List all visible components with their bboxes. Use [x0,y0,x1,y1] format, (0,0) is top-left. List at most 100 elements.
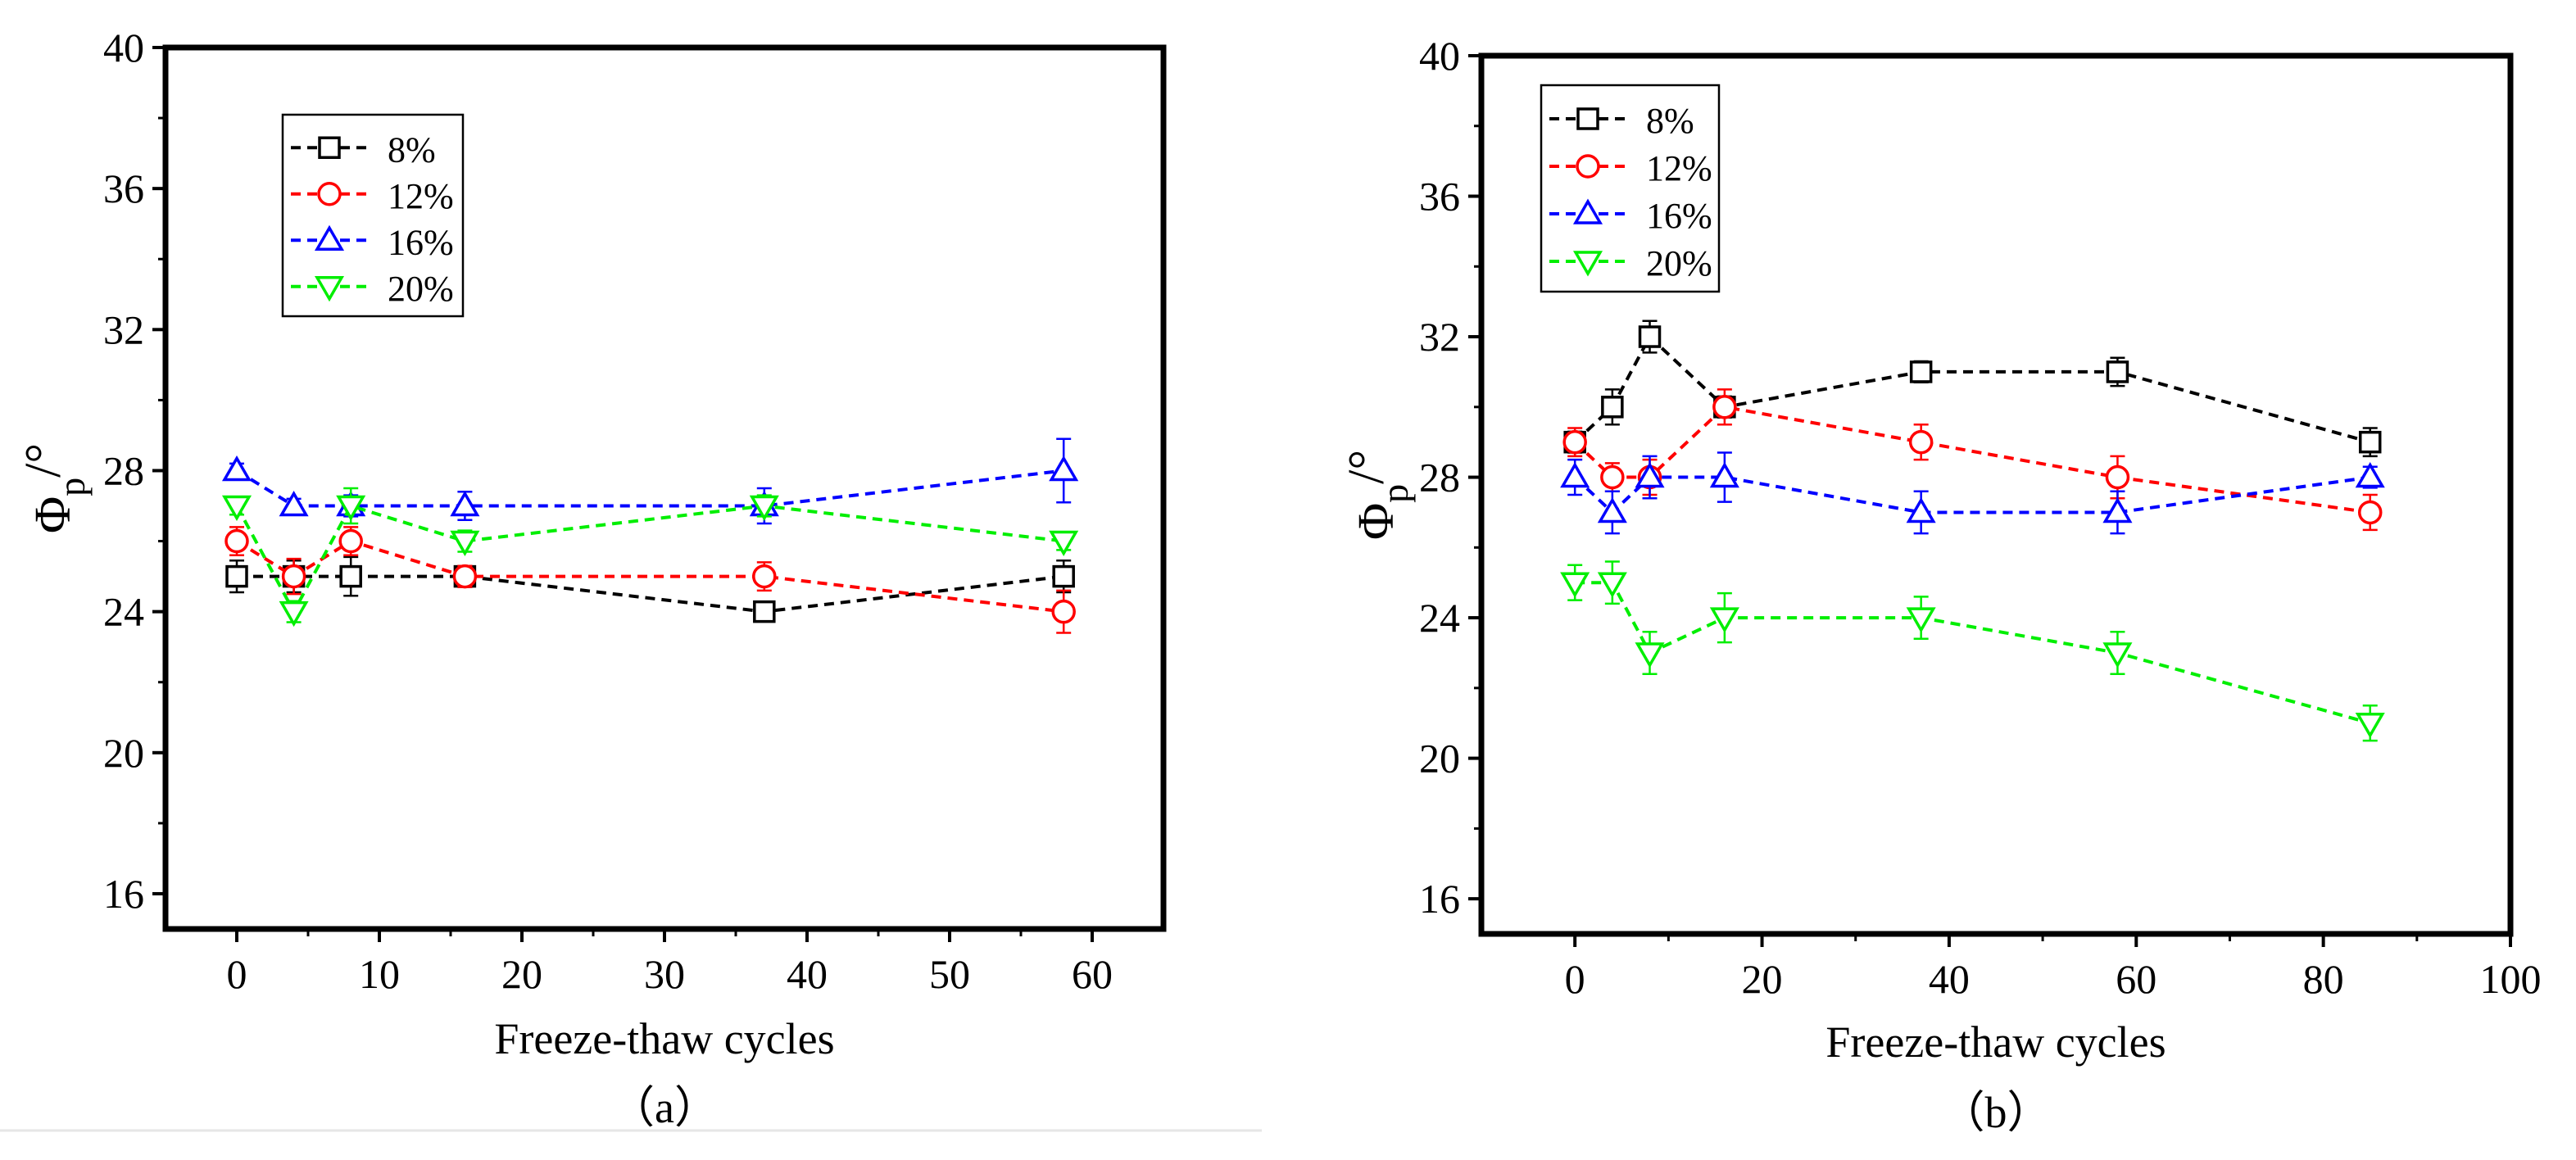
data-point [336,495,366,522]
x-tick-label: 60 [1072,951,1113,997]
data-point [1049,455,1079,482]
y-tick-label: 40 [1419,33,1460,79]
data-point [2105,464,2130,490]
chart-panel-b: 0 20 40 60 80 100 16 20 24 28 32 36 40 Freeze-thaw cy… [1339,33,2542,1137]
legend-swatch-marker [317,182,342,206]
data-point [749,495,779,522]
y-tick-label: 20 [103,730,144,776]
x-axis-label: Freeze-thaw cycles [1825,1017,2166,1067]
data-point [279,600,309,628]
y-tick-label: 40 [103,25,144,70]
legend: 8% 12% 16% 20% [1540,84,1721,293]
x-tick-label: 60 [2116,956,2156,1002]
y-tick-label: 20 [1419,736,1460,782]
y-axis-label-unit: /° [1339,450,1395,484]
legend-label: 12% [388,176,454,216]
data-point [752,564,777,589]
series-8pct [1563,319,2382,458]
data-point [338,528,363,554]
legend-label: 20% [1646,243,1712,283]
y-tick-label: 32 [103,306,144,352]
legend-swatch-marker [314,276,345,302]
data-point [1709,462,1739,488]
data-point [1560,572,1590,598]
data-point [1600,464,1625,490]
legend-swatch-marker [1576,154,1600,179]
series-line [1575,581,2371,725]
x-tick-label: 40 [1929,956,1970,1002]
data-point [1712,395,1737,419]
data-point [1635,642,1665,668]
legend-label: 16% [388,222,454,262]
data-point [2357,500,2383,525]
plot-frame [1478,52,2514,937]
data-point [2355,462,2385,488]
data-point [753,600,776,623]
data-point [1601,396,1624,419]
series-20pct [1560,560,2385,742]
y-tick-label: 24 [103,589,144,635]
x-tick-label: 40 [787,951,828,997]
y-axis-label-unit: /° [16,443,71,478]
legend-label: 8% [1646,101,1694,141]
legend-label: 16% [1646,196,1712,236]
data-point [450,530,480,557]
y-tick-label: 28 [103,447,144,493]
data-point [1906,496,1936,523]
y-axis-label: Φp/° [16,443,93,533]
y-tick-label: 16 [1419,876,1460,922]
data-point [279,491,309,517]
series-line [237,574,1064,614]
series-16pct [1560,451,2385,535]
data-point [1597,572,1627,598]
x-tick-label: 100 [2480,956,2542,1002]
legend: 8% 12% 16% 20% [281,113,465,318]
data-point [1909,360,1933,383]
y-tick-label: 24 [1419,595,1460,641]
series-line [1573,405,2371,514]
legend-swatch-marker [1572,198,1603,224]
series-line [235,469,1064,508]
series-line [1573,333,2371,444]
data-point [1562,429,1587,455]
series-20pct [221,487,1079,628]
legend-label: 20% [388,269,454,309]
y-tick-label: 36 [1419,174,1460,220]
panel-label: （a） [610,1083,719,1132]
x-tick-label: 50 [929,951,970,997]
data-point [1906,607,1936,633]
data-point [1597,496,1627,523]
data-point [221,455,252,482]
data-point [452,564,478,589]
data-point [339,564,362,588]
panel-label: （b） [1941,1088,2052,1137]
x-tick-label: 30 [644,951,685,997]
x-tick-label: 20 [501,951,542,997]
y-tick-label: 36 [103,165,144,211]
data-point [1560,462,1590,488]
data-point [2358,430,2382,454]
x-tick-label: 10 [359,951,400,997]
y-axis-label-symbol: Φ [25,496,81,533]
x-tick-label: 0 [227,951,247,997]
series-8pct [225,555,1075,623]
data-point [221,495,252,522]
y-tick-label: 32 [1419,314,1460,360]
data-point [2102,642,2133,668]
series-line [235,504,1064,615]
data-point [1052,564,1075,588]
legend-swatch-marker [314,224,345,251]
data-point [2106,360,2129,383]
x-tick-label: 0 [1565,956,1585,1002]
y-tick-label: 28 [1419,455,1460,501]
y-axis-label-symbol: Φ [1349,503,1404,540]
chart-panel-a: 0 10 20 30 40 50 60 16 20 24 28 32 36 40 Freeze-thaw c… [16,25,1167,1132]
data-point [1051,599,1076,624]
data-point [281,564,306,589]
x-tick-label: 80 [2303,956,2344,1002]
data-point [1908,429,1934,455]
y-axis-label-subscript: p [1374,484,1416,503]
series-line [1573,475,2371,515]
x-axis-label: Freeze-thaw cycles [494,1014,834,1063]
